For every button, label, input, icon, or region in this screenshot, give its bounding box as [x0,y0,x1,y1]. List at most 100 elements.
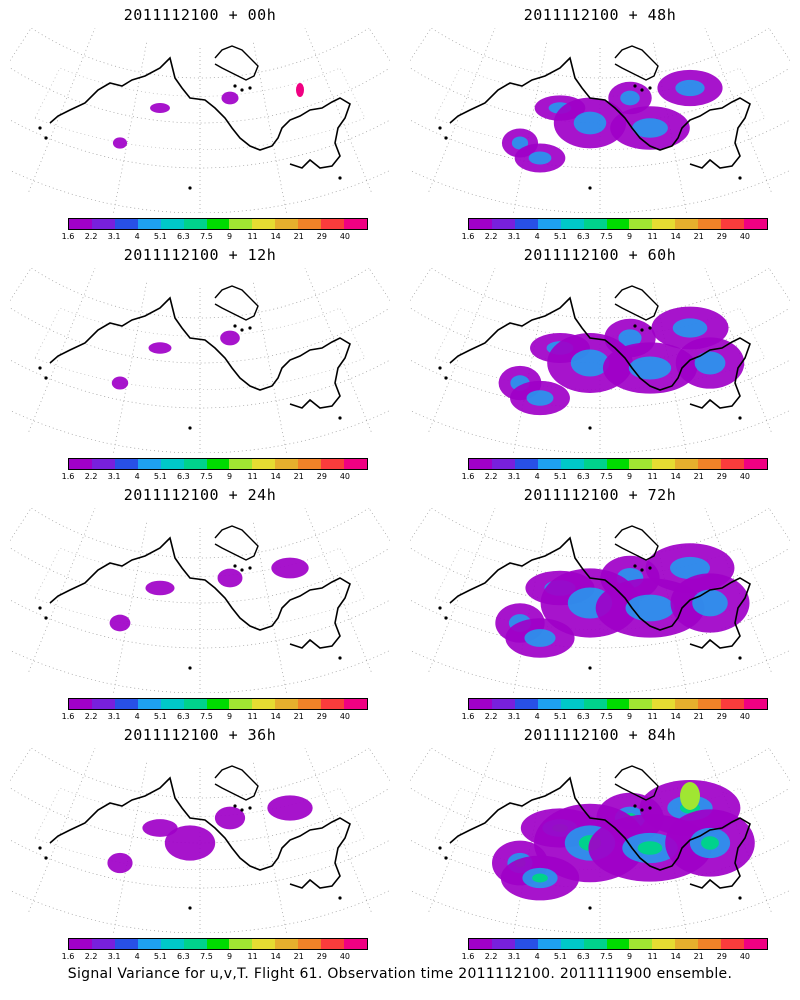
island [738,656,742,660]
colorbar-tick-label: 9 [626,472,633,481]
colorbar-swatch [721,939,745,949]
variance-contour [573,111,607,135]
variance-contour [511,136,529,150]
colorbar-ticks: 1.6 2.2 3.1 4 5.1 6.3 7.5 9 11 14 21 29 40 [462,952,768,962]
colorbar-swatch [698,939,722,949]
variance-contour [214,806,246,830]
panel-title: 2011112100 + 12h [123,246,277,264]
colorbar-swatch [744,219,767,229]
colorbar-tick-label: 7.5 [600,712,613,721]
island [633,84,637,88]
colorbar-tick-label: 4 [534,712,540,721]
variance-contour [221,91,239,105]
panel-title: 2011112100 + 48h [523,6,677,24]
coastline [49,56,351,169]
island [248,86,252,90]
colorbar-swatch [206,459,230,469]
colorbar-tick-label: 40 [739,472,751,481]
colorbar-tick-label: 6.3 [177,232,190,241]
meridian-line [410,28,432,62]
island [648,806,652,810]
colorbar-ticks: 1.6 2.2 3.1 4 5.1 6.3 7.5 9 11 14 21 29 40 [462,712,768,722]
colorbar-swatch [321,219,345,229]
colorbar-tick-label: 3.1 [107,472,121,481]
colorbar-tick-label: 21 [293,952,304,961]
colorbar-swatch [69,459,92,469]
colorbar-swatch [675,939,699,949]
colorbar-tick-label: 1.6 [61,472,75,481]
colorbar-swatch [491,459,515,469]
colorbar-tick-label: 7.5 [600,952,613,961]
colorbar-tick-label: 14 [670,952,681,961]
variance-contour [532,873,548,883]
colorbar-tick-label: 3.1 [107,232,121,241]
coastline [449,56,751,169]
island [240,568,244,572]
colorbar-tick-label: 1.6 [61,712,75,721]
colorbar-swatch [206,219,230,229]
island [633,324,637,328]
colorbar [68,458,368,470]
colorbar-swatch [114,699,138,709]
coastline [449,296,751,409]
colorbar-tick-label: 40 [339,712,351,721]
colorbar-swatch [744,699,767,709]
colorbar-swatch [583,939,607,949]
colorbar-ticks: 1.6 2.2 3.1 4 5.1 6.3 7.5 9 11 14 21 29 40 [62,232,368,242]
meridian-line [768,28,790,62]
island [444,616,448,620]
map-panel: 2011112100 + 36h 1.6 2.2 3.1 4 5.1 6.3 7.5 9 11 14… [10,720,390,961]
colorbar-ticks: 1.6 2.2 3.1 4 5.1 6.3 7.5 9 11 14 21 29 40 [462,232,768,242]
meridian-line [10,748,32,782]
colorbar-tick-label: 14 [670,472,681,481]
colorbar-tick-label: 9 [226,232,233,241]
variance-contour [618,329,642,347]
island [188,666,192,670]
colorbar-swatch [721,699,745,709]
colorbar-tick-label: 29 [316,232,327,241]
colorbar-tick-label: 14 [270,712,281,721]
colorbar-tick-label: 7.5 [600,232,613,241]
colorbar [468,698,768,710]
meridian-line [410,748,432,782]
meridian-line [304,28,373,195]
colorbar-tick-label: 5.1 [553,952,567,961]
island [38,846,42,850]
panel-title: 2011112100 + 60h [523,246,677,264]
map-panel: 2011112100 + 12h 1.6 2.2 3.1 4 5.1 6.3 7.5 9 11 14… [10,240,390,481]
variance-contour [111,376,129,390]
colorbar-swatch [298,939,322,949]
colorbar-tick-label: 3.1 [507,472,521,481]
colorbar-tick-label: 4 [134,952,140,961]
colorbar-tick-label: 5.1 [553,472,567,481]
colorbar-swatch [137,939,161,949]
colorbar-swatch [91,459,115,469]
colorbar-swatch [583,699,607,709]
variance-contour [217,568,243,588]
variance-contour [628,356,672,380]
colorbar-tick-label: 21 [693,472,704,481]
meridian-line [10,268,32,302]
meridian-line [768,508,790,542]
colorbar-tick-label: 6.3 [577,472,590,481]
colorbar-swatch [698,459,722,469]
colorbar-swatch [583,219,607,229]
polar-map [410,28,790,213]
coastline [614,525,659,561]
colorbar-tick-label: 7.5 [200,712,213,721]
colorbar-swatch [275,939,299,949]
colorbar-tick-label: 2.2 [484,952,498,961]
island [588,426,592,430]
colorbar-swatch [560,699,584,709]
colorbar-tick-label: 29 [716,712,727,721]
variance-contour [672,318,708,338]
variance-contour [267,795,313,821]
colorbar-swatch [160,219,184,229]
colorbar-tick-label: 2.2 [484,232,498,241]
meridian-line [368,268,390,302]
colorbar-swatch [69,939,92,949]
island [44,616,48,620]
colorbar-tick-label: 1.6 [461,712,475,721]
meridian-line [27,748,96,915]
meridian-line [427,508,496,675]
